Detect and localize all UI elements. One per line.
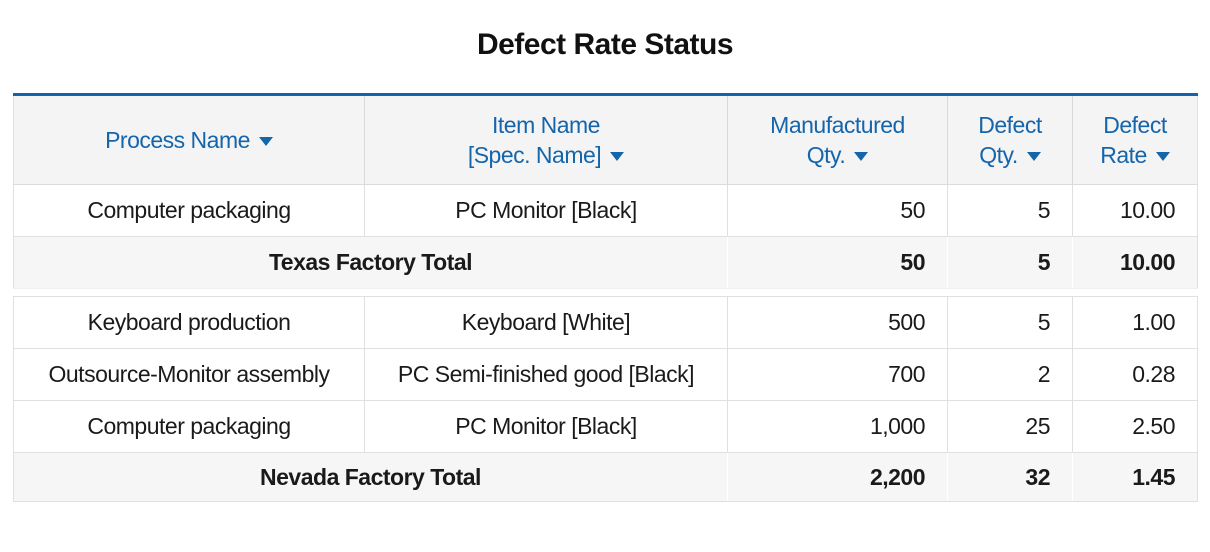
item-name-cell: PC Semi-finished good [Black] (364, 348, 728, 401)
sort-triangle-icon[interactable] (1155, 152, 1170, 161)
column-header-manufactured-qty[interactable]: Manufactured Qty. (727, 93, 948, 185)
defect-rate-cell: 10.00 (1072, 184, 1198, 237)
defect-rate-cell: 2.50 (1072, 400, 1198, 453)
defect-qty-cell: 5 (947, 296, 1073, 349)
table-row: Outsource-Monitor assembly PC Semi-finis… (13, 348, 1198, 401)
column-header-process-name[interactable]: Process Name (13, 93, 365, 185)
defect-rate-table: Process Name Item Name [Spec. Name] Manu… (13, 93, 1198, 502)
column-header-label: Defect (1103, 112, 1167, 138)
manufactured-qty-total-cell: 2,200 (727, 452, 948, 502)
defect-qty-total-cell: 32 (947, 452, 1073, 502)
defect-qty-cell: 5 (947, 184, 1073, 237)
header-row: Process Name Item Name [Spec. Name] Manu… (13, 93, 1198, 185)
column-header-label-line2: Qty. (728, 140, 947, 170)
page-title: Defect Rate Status (476, 28, 734, 61)
table-row: Keyboard production Keyboard [White] 500… (13, 296, 1198, 349)
defect-rate-total-cell: 10.00 (1072, 236, 1198, 289)
defect-rate-total-cell: 1.45 (1072, 452, 1198, 502)
defect-qty-cell: 2 (947, 348, 1073, 401)
manufactured-qty-cell: 500 (727, 296, 948, 349)
column-header-label-line2: Qty. (948, 140, 1072, 170)
sort-triangle-icon[interactable] (610, 152, 625, 161)
column-header-defect-rate[interactable]: Defect Rate (1072, 93, 1198, 185)
process-name-cell: Computer packaging (13, 400, 365, 453)
process-name-cell: Computer packaging (13, 184, 365, 237)
item-name-cell: PC Monitor [Black] (364, 184, 728, 237)
defect-qty-cell: 25 (947, 400, 1073, 453)
process-name-cell: Keyboard production (13, 296, 365, 349)
column-header-label: Item Name (492, 112, 600, 138)
subtotal-row-texas: Texas Factory Total 50 5 10.00 (13, 236, 1198, 289)
column-header-item-name[interactable]: Item Name [Spec. Name] (364, 93, 728, 185)
column-header-label-line2: Rate (1073, 140, 1197, 170)
defect-rate-cell: 0.28 (1072, 348, 1198, 401)
table-row: Computer packaging PC Monitor [Black] 50… (13, 184, 1198, 237)
item-name-cell: PC Monitor [Black] (364, 400, 728, 453)
item-name-cell: Keyboard [White] (364, 296, 728, 349)
column-header-label-line2: [Spec. Name] (365, 140, 727, 170)
column-header-label: Process Name (105, 127, 250, 153)
column-header-label: Defect (978, 112, 1042, 138)
manufactured-qty-cell: 1,000 (727, 400, 948, 453)
table-row: Computer packaging PC Monitor [Black] 1,… (13, 400, 1198, 453)
column-header-defect-qty[interactable]: Defect Qty. (947, 93, 1073, 185)
manufactured-qty-cell: 700 (727, 348, 948, 401)
manufactured-qty-total-cell: 50 (727, 236, 948, 289)
table-header: Process Name Item Name [Spec. Name] Manu… (13, 93, 1198, 185)
subtotal-row-nevada: Nevada Factory Total 2,200 32 1.45 (13, 452, 1198, 502)
manufactured-qty-cell: 50 (727, 184, 948, 237)
subtotal-label: Nevada Factory Total (13, 452, 728, 502)
group-spacer (13, 288, 1198, 297)
column-header-label: Manufactured (770, 112, 905, 138)
sort-triangle-icon[interactable] (258, 137, 273, 146)
table-body: Computer packaging PC Monitor [Black] 50… (13, 184, 1198, 502)
defect-qty-total-cell: 5 (947, 236, 1073, 289)
sort-triangle-icon[interactable] (854, 152, 869, 161)
defect-rate-cell: 1.00 (1072, 296, 1198, 349)
process-name-cell: Outsource-Monitor assembly (13, 348, 365, 401)
subtotal-label: Texas Factory Total (13, 236, 728, 289)
sort-triangle-icon[interactable] (1026, 152, 1041, 161)
